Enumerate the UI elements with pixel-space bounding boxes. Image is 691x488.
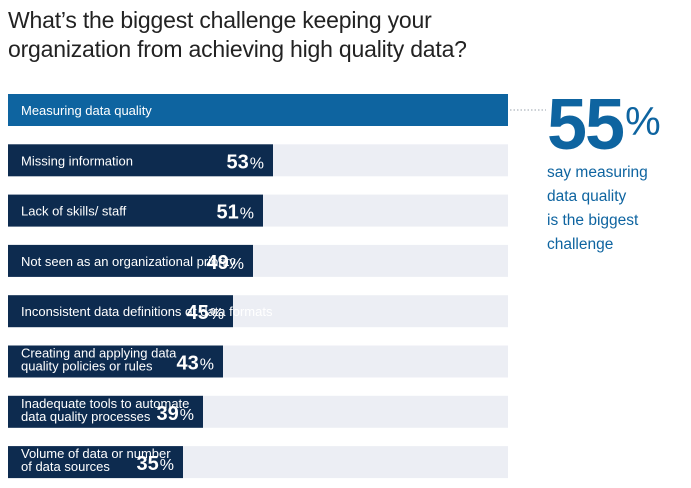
callout-text-line-4: challenge: [547, 236, 614, 253]
bar-category-label: Volume of data or number of data sources: [21, 446, 171, 474]
bar-category-label: Creating and applying data quality polici…: [21, 346, 177, 374]
callout-text-line-1: say measuring: [547, 164, 648, 181]
bar: [8, 144, 273, 177]
bar-category-label: Inadequate tools to automate data quality…: [21, 396, 189, 424]
title-line-1: What’s the biggest challenge keeping you…: [8, 7, 432, 33]
bar-value-percent: %: [240, 206, 254, 223]
callout-number-wrap: 55%: [547, 88, 687, 161]
chart-title: What’s the biggest challenge keeping you…: [8, 6, 568, 64]
callout: 55% say measuring data quality is the bi…: [547, 88, 687, 257]
bar: [8, 94, 508, 126]
bar: [8, 395, 203, 428]
bar-category-label: Missing information: [21, 153, 133, 168]
bar-value-percent: %: [210, 306, 224, 323]
bar-category-label-line: quality policies or rules: [21, 359, 153, 374]
bar-value-number: 43: [177, 353, 199, 375]
callout-percent-sign: %: [625, 100, 661, 144]
bar-value-label: 39%: [157, 403, 194, 425]
bar: [8, 295, 233, 328]
bar-value-number: 45: [187, 302, 209, 324]
bar-value-percent: %: [180, 407, 194, 424]
bar: [8, 194, 263, 227]
bar-category-label-line: Volume of data or number: [21, 446, 171, 461]
bar: [8, 244, 253, 277]
bar: [8, 446, 183, 479]
bar-value-number: 39: [157, 403, 179, 425]
bar-value-label: 35%: [137, 453, 174, 475]
bar-value-percent: %: [160, 457, 174, 474]
bar-value-label: 45%: [187, 302, 224, 324]
bar-value-number: 51: [217, 202, 239, 224]
bar-category-label: Inconsistent data definitions or data fo…: [21, 304, 273, 319]
bar-value-percent: %: [250, 155, 264, 172]
bar-value-label: 51%: [217, 202, 254, 224]
bar-category-label-line: of data sources: [21, 459, 110, 474]
callout-text-line-2: data quality: [547, 188, 627, 205]
bar: [8, 345, 223, 378]
bar-category-label-line: Creating and applying data: [21, 346, 177, 361]
bar-category-label: Not seen as an organizational priority: [21, 254, 236, 269]
bar-value-percent: %: [200, 357, 214, 374]
bar-value-number: 49: [207, 252, 229, 274]
bar-value-percent: %: [230, 256, 244, 273]
title-line-2: organization from achieving high quality…: [8, 36, 467, 62]
bar-category-label: Measuring data quality: [21, 103, 152, 118]
bar-category-label-line: Inadequate tools to automate: [21, 396, 189, 411]
bar-value-number: 35: [137, 453, 159, 475]
callout-text-line-3: is the biggest: [547, 212, 639, 229]
bar-category-label: Lack of skills/ staff: [21, 204, 127, 219]
callout-text: say measuring data quality is the bigges…: [547, 161, 687, 257]
callout-number: 55: [547, 85, 625, 165]
bar-value-label: 43%: [177, 353, 214, 375]
bars-group: Measuring data quality Missing informatio…: [8, 94, 508, 479]
bar-value-label: 49%: [207, 252, 244, 274]
bar-value-label: 53%: [227, 151, 264, 173]
bar-value-number: 53: [227, 151, 249, 173]
bar-category-label-line: data quality processes: [21, 409, 151, 424]
